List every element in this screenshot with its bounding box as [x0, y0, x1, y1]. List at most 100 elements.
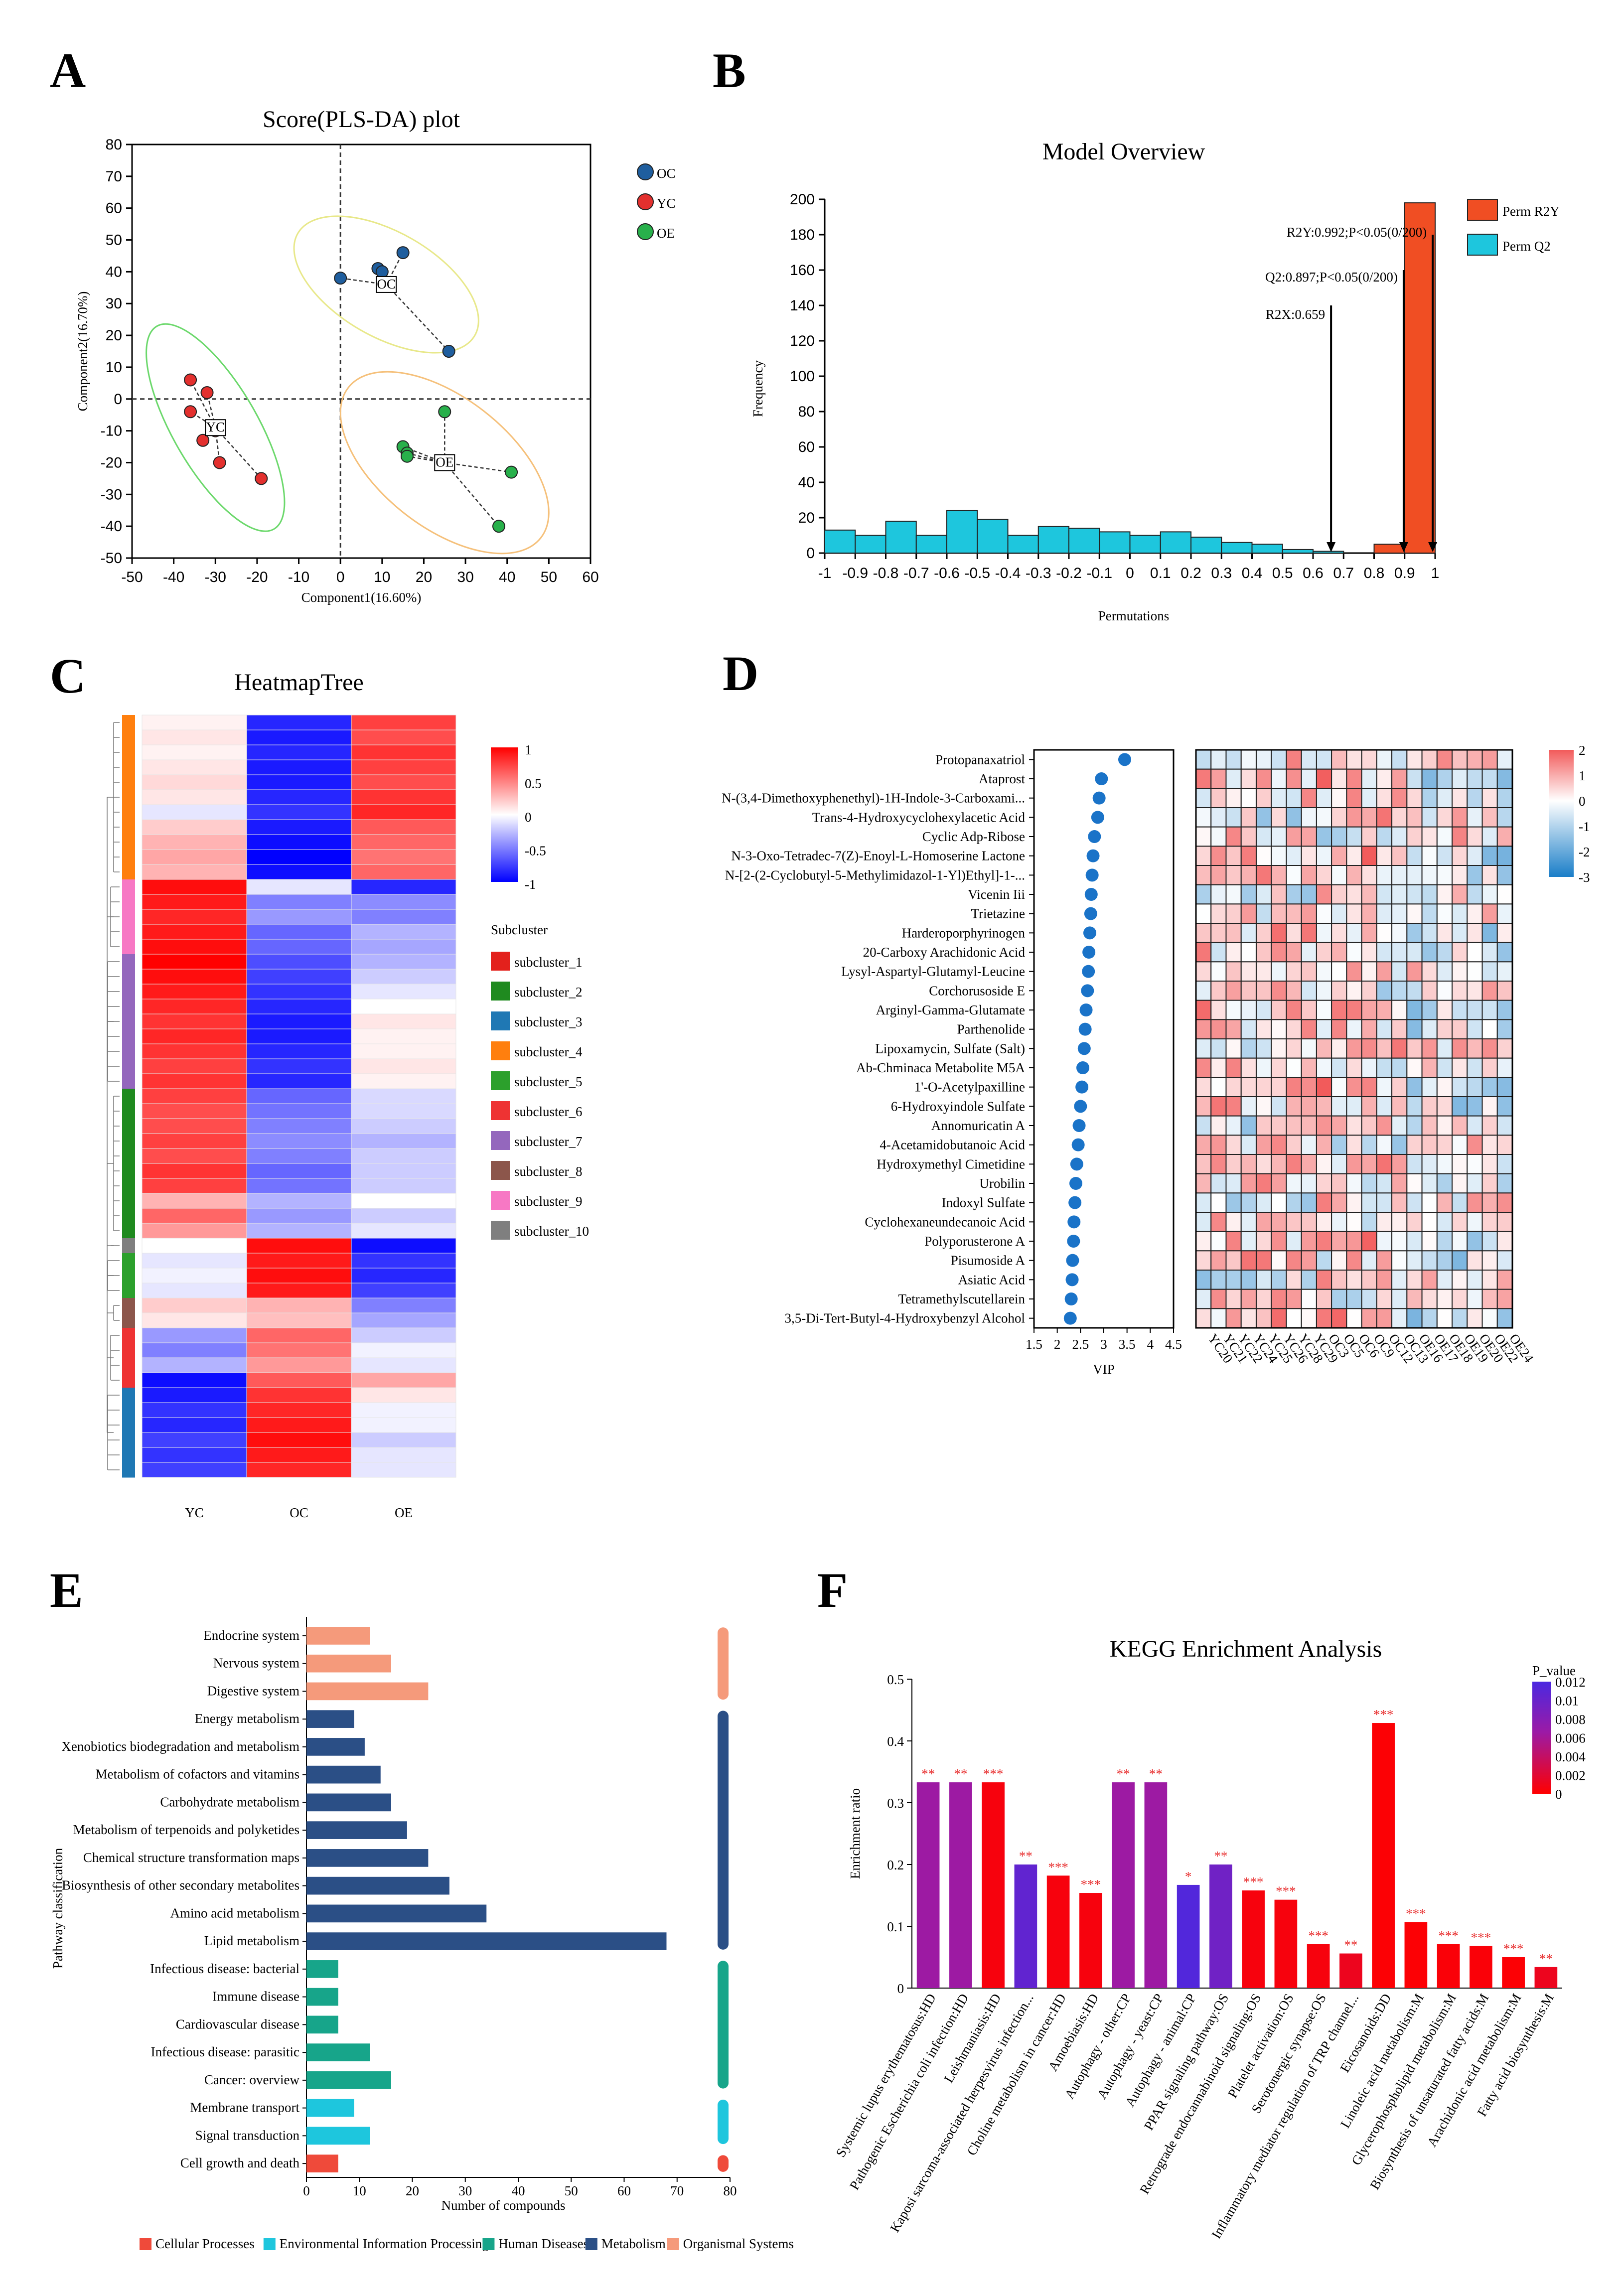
heatmap-cell	[1496, 1019, 1513, 1040]
x-tick-label: -0.2	[1056, 565, 1082, 581]
heatmap-cell	[246, 1133, 352, 1149]
heatmap-cell	[1391, 1212, 1408, 1232]
plot-f-title: KEGG Enrichment Analysis	[1110, 1636, 1382, 1662]
heatmap-cell	[351, 1103, 456, 1119]
heatmap-cell	[1421, 884, 1438, 905]
metabolite-label: 20-Carboxy Arachidonic Acid	[863, 945, 1026, 960]
x-tick-label: 0	[1126, 565, 1134, 581]
group-sidebar-cell	[122, 1283, 135, 1298]
heatmap-cell	[1316, 1154, 1332, 1174]
heatmap-cell	[142, 939, 247, 955]
y-tick-label: 0	[114, 391, 122, 408]
heatmap-cell	[1467, 1135, 1483, 1155]
heatmap-cell	[1496, 1173, 1513, 1194]
heatmap-cell	[1301, 1019, 1317, 1040]
legend-swatch	[491, 1161, 510, 1180]
metabolite-label: Corchorusoside E	[929, 983, 1025, 998]
heatmap-cell	[1452, 749, 1468, 770]
vip-point	[1082, 965, 1095, 978]
heatmap-cell	[1225, 749, 1242, 770]
heatmap-cell	[1210, 903, 1227, 924]
heatmap-cell	[1271, 942, 1287, 963]
heatmap-cell	[1376, 807, 1393, 828]
vip-frame	[1033, 749, 1175, 1329]
heatmap-cell	[1436, 749, 1453, 770]
heatmap-cell	[142, 1163, 247, 1179]
category-bar	[306, 1710, 354, 1728]
heatmap-cell	[1286, 749, 1302, 770]
panel-label-f: F	[817, 1563, 848, 1618]
heatmap-cell	[1391, 1038, 1408, 1059]
heatmap-cell	[1210, 807, 1227, 828]
heatmap-cell	[1271, 884, 1287, 905]
heatmap-cell	[1331, 1000, 1347, 1020]
point-yc	[184, 373, 197, 387]
heatmap-cell	[1406, 1270, 1423, 1290]
column-label: YC	[185, 1505, 204, 1520]
significance-stars: **	[1344, 1938, 1357, 1953]
heatmap-cell	[1225, 1289, 1242, 1309]
heatmap-cell	[1406, 1115, 1423, 1136]
heatmap-cell	[1391, 1077, 1408, 1097]
centroid-link	[444, 462, 512, 473]
heatmap-cell	[1271, 768, 1287, 789]
heatmap-cell	[1225, 923, 1242, 943]
heatmap-cell	[246, 849, 352, 865]
heatmap-cell	[1361, 1289, 1377, 1309]
heatmap-cell	[142, 999, 247, 1014]
heatmap-cell	[1255, 768, 1272, 789]
heatmap-cell	[1481, 903, 1498, 924]
heatmap-cell	[1331, 1096, 1347, 1117]
y-tick-label: 80	[798, 404, 815, 420]
heatmap-cell	[142, 774, 247, 790]
heatmap-cell	[1496, 1096, 1513, 1117]
group-sidebar-cell	[122, 1313, 135, 1328]
group-sidebar-cell	[122, 1462, 135, 1478]
x-tick-label: 0	[336, 569, 345, 585]
heatmap-cell	[1271, 1135, 1287, 1155]
legend-label: subcluster_6	[514, 1104, 582, 1119]
heatmap-cell	[1406, 1231, 1423, 1252]
y-tick-label: 30	[106, 295, 122, 312]
heatmap-cell	[142, 1223, 247, 1239]
heatmap-cell	[1271, 846, 1287, 866]
heatmap-cell	[246, 1118, 352, 1134]
heatmap-cell	[1346, 1135, 1362, 1155]
heatmap-cell	[351, 729, 456, 745]
heatmap-cell	[1467, 1154, 1483, 1174]
vip-point	[1079, 1004, 1093, 1016]
heatmap-cell	[1225, 1057, 1242, 1078]
significance-stars: **	[1149, 1766, 1163, 1781]
heatmap-cell	[1301, 846, 1317, 866]
heatmap-cell	[351, 1283, 456, 1298]
heatmap-cell	[1496, 981, 1513, 1001]
heatmap-cell	[1467, 1270, 1483, 1290]
heatmap-cell	[1225, 981, 1242, 1001]
group-bracket	[718, 2155, 729, 2172]
heatmap-cell	[1436, 903, 1453, 924]
heatmap-cell	[1225, 961, 1242, 982]
heatmap-cell	[1331, 884, 1347, 905]
heatmap-cell	[1331, 1212, 1347, 1232]
heatmap-cell	[1225, 1212, 1242, 1232]
heatmap-cell	[1301, 1096, 1317, 1117]
heatmap-cell	[1210, 981, 1227, 1001]
point-oe	[438, 405, 451, 419]
heatmap-cell	[1436, 923, 1453, 943]
heatmap-cell	[1391, 1135, 1408, 1155]
heatmap-cell	[351, 1223, 456, 1239]
significance-stars: ***	[1308, 1928, 1329, 1943]
heatmap-cell	[1240, 1231, 1257, 1252]
group-sidebar-cell	[122, 1447, 135, 1463]
vip-point	[1075, 1080, 1089, 1094]
heatmap-cell	[1240, 1038, 1257, 1059]
y-tick-label: 50	[106, 232, 122, 249]
heatmap-cell	[1391, 1270, 1408, 1290]
heatmap-cell	[1195, 942, 1212, 963]
legend-label: subcluster_5	[514, 1074, 582, 1089]
heatmap-cell	[1376, 1308, 1393, 1328]
heatmap-cell	[1467, 942, 1483, 963]
heatmap-cell	[1391, 1231, 1408, 1252]
heatmap-cell	[1255, 1250, 1272, 1271]
heatmap-cell	[1316, 942, 1332, 963]
